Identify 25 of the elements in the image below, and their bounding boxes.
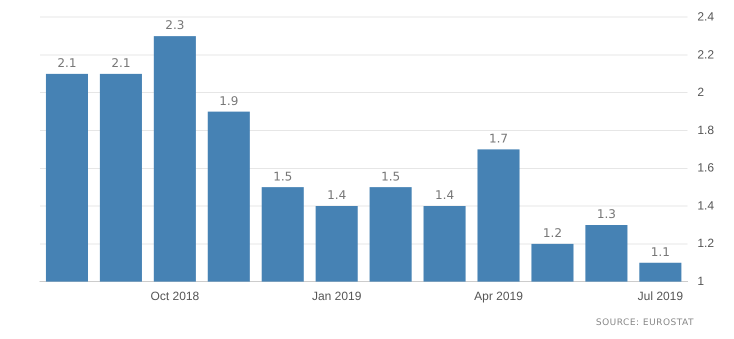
y-tick-label: 1.8 <box>697 122 714 137</box>
y-tick-label: 2.4 <box>697 10 714 24</box>
y-tick-label: 1.4 <box>697 198 714 212</box>
data-label: 1.4 <box>327 188 346 202</box>
data-label: 2.1 <box>111 56 130 70</box>
y-tick-label: 1.6 <box>697 160 714 175</box>
data-label: 1.5 <box>273 169 292 184</box>
data-label: 1.9 <box>219 94 238 108</box>
data-label: 1.1 <box>650 244 670 259</box>
y-tick-label: 2 <box>697 85 704 100</box>
data-label: 2.3 <box>165 18 184 32</box>
x-tick-label: Apr 2019 <box>474 289 524 304</box>
data-label: 2.1 <box>57 56 77 70</box>
source-note: SOURCE: EUROSTAT <box>596 318 694 328</box>
data-label: 1.2 <box>542 226 562 240</box>
x-tick-label: Oct 2018 <box>150 289 200 304</box>
y-tick-label: 1 <box>697 274 704 288</box>
data-label: 1.5 <box>381 169 400 184</box>
y-tick-label: 1.2 <box>697 236 714 250</box>
x-tick-label: Jul 2019 <box>638 289 684 304</box>
x-tick-label: Jan 2019 <box>312 289 362 304</box>
data-label: 1.3 <box>596 207 616 222</box>
data-label: 1.7 <box>488 132 508 146</box>
y-tick-label: 2.2 <box>697 47 714 62</box>
data-label: 1.4 <box>435 188 454 202</box>
